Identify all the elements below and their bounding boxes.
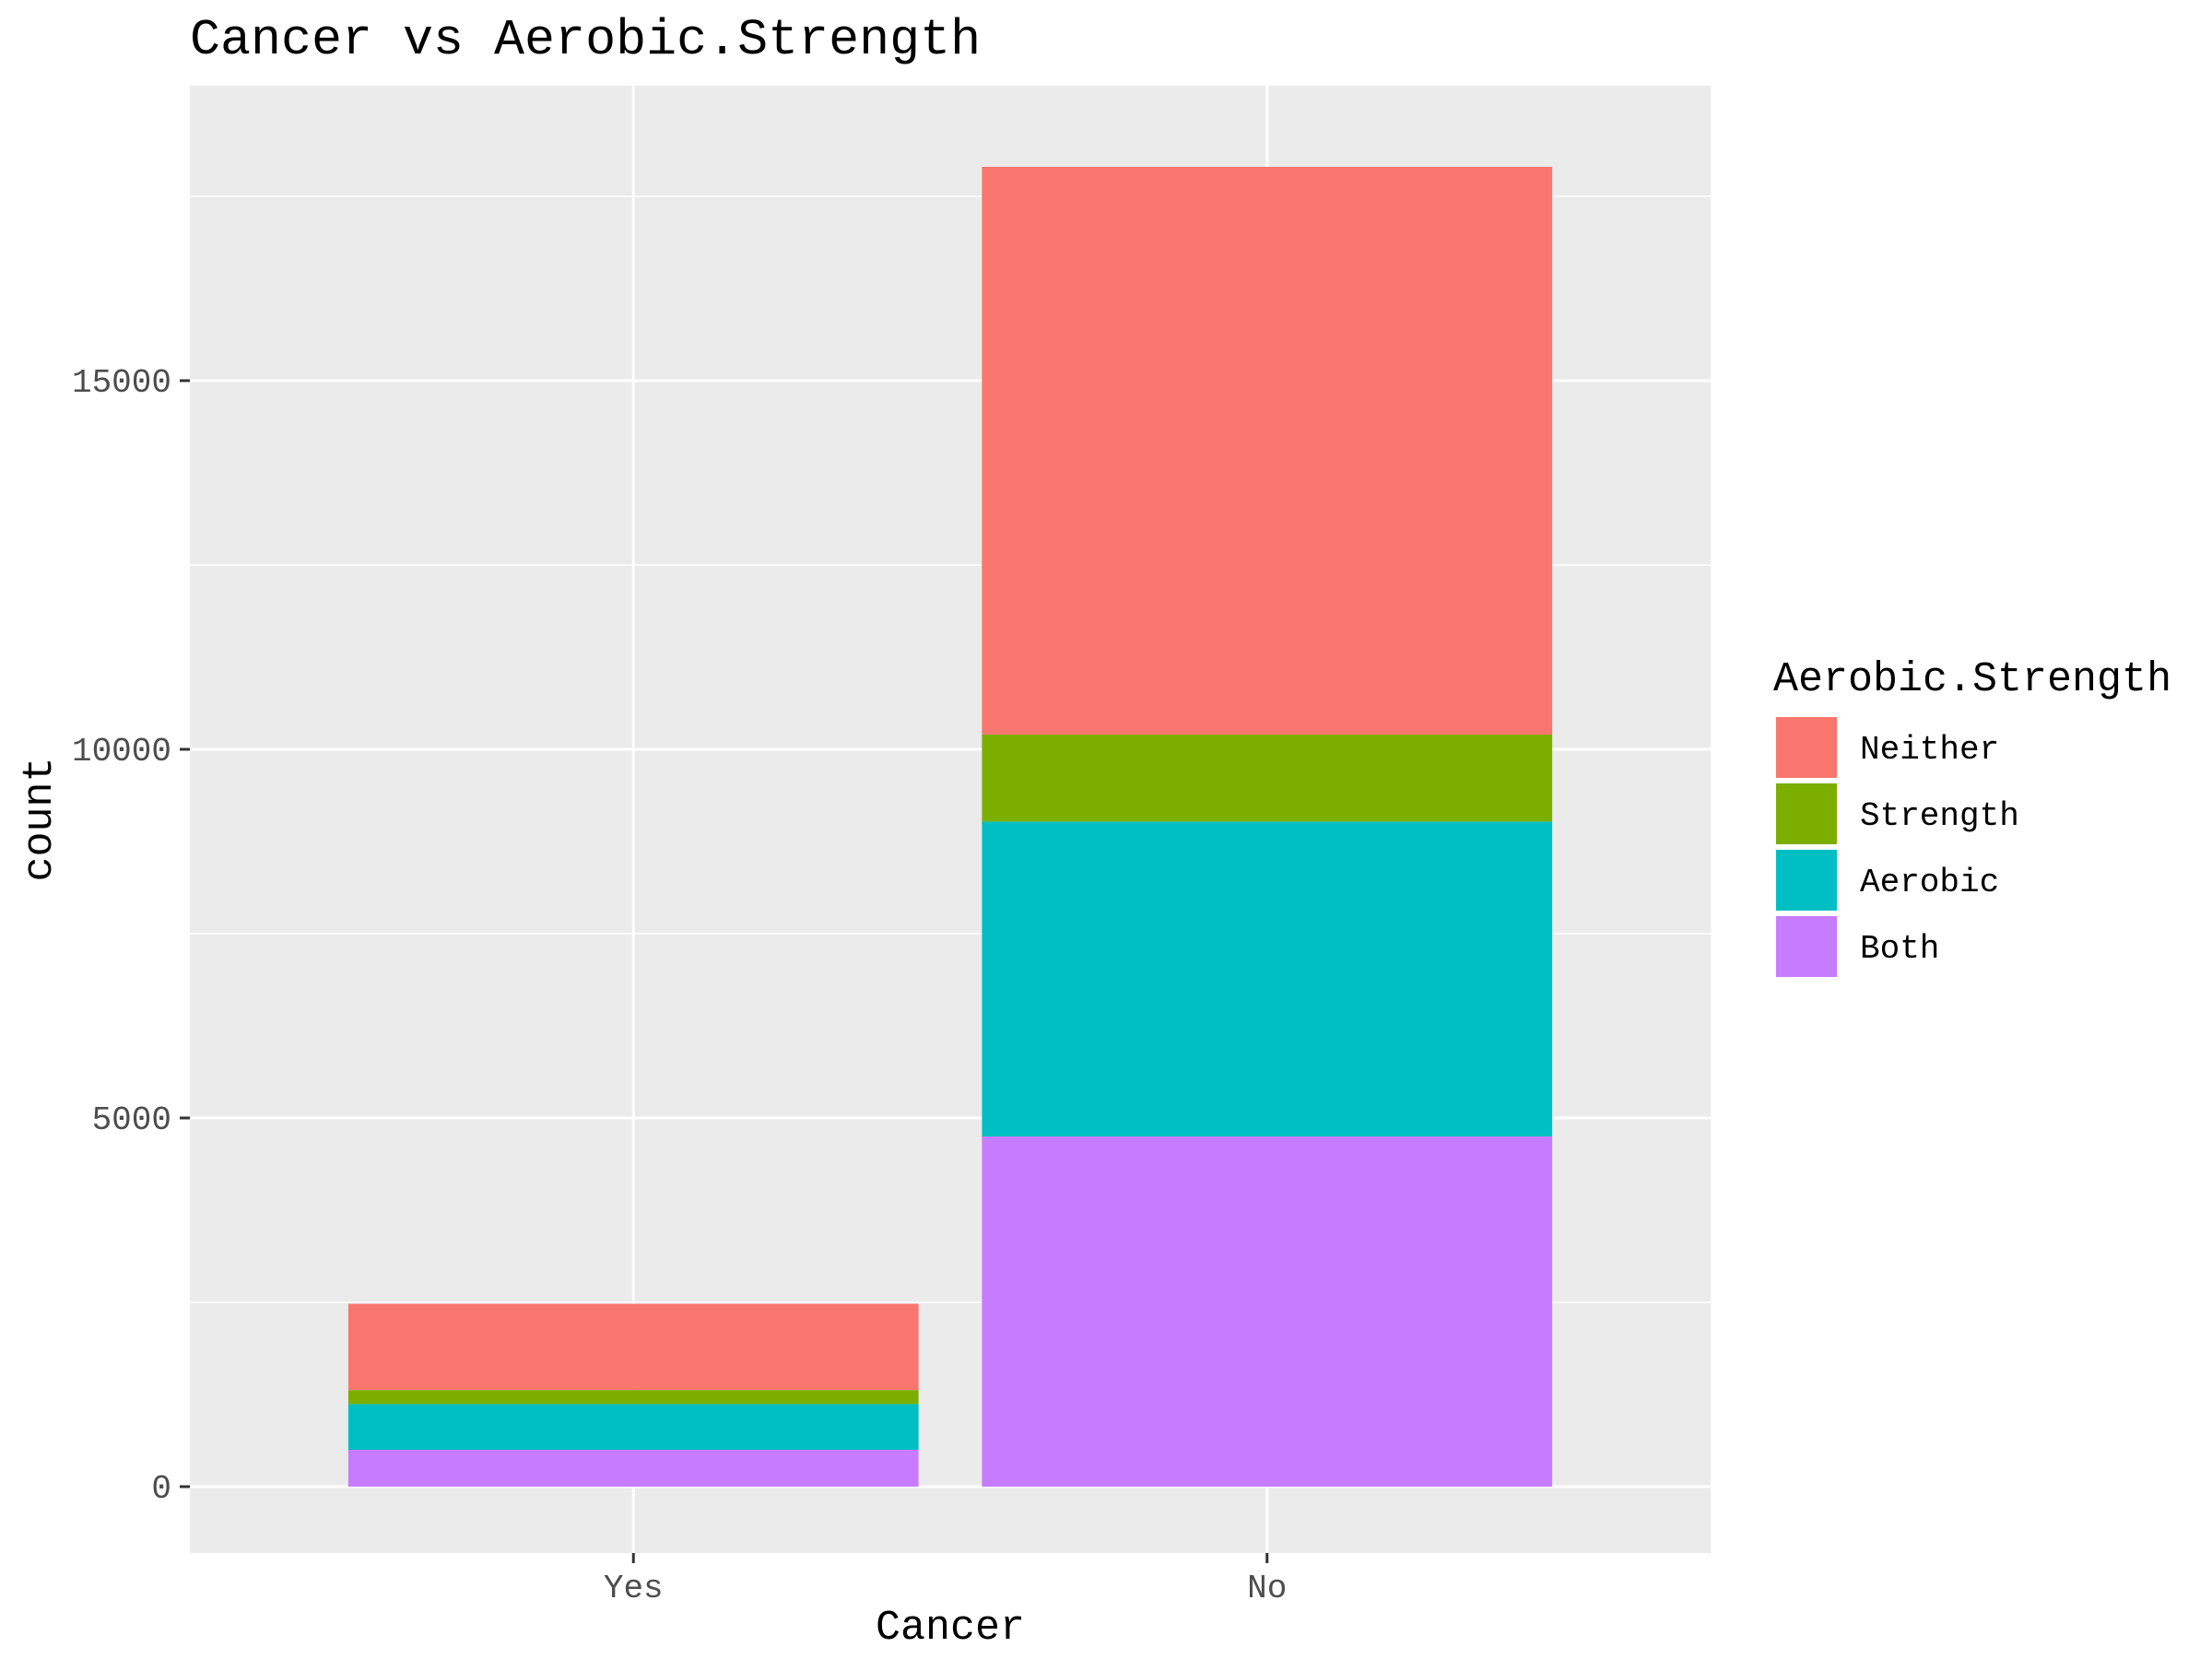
x-tick-label: No <box>1247 1570 1287 1607</box>
bar-yes-both <box>347 1450 919 1487</box>
legend-key-aerobic <box>1774 848 1839 912</box>
legend-label-strength: Strength <box>1860 797 2019 835</box>
y-tick-label: 10000 <box>72 733 171 771</box>
bar-yes-neither <box>347 1303 919 1391</box>
x-axis-title: Cancer <box>876 1605 1025 1652</box>
y-tick-label: 15000 <box>72 364 171 402</box>
bar-no-strength <box>982 735 1553 822</box>
chart-title: Cancer vs Aerobic.Strength <box>190 11 981 69</box>
y-axis-title: count <box>17 757 64 881</box>
legend-key-neither <box>1774 715 1839 780</box>
legend-key-strength <box>1774 782 1839 846</box>
legend-label-neither: Neither <box>1860 731 1999 769</box>
bars <box>347 167 1553 1487</box>
axes: 0 5000 10000 15000 Yes No <box>72 364 1287 1607</box>
bar-yes-strength <box>347 1390 919 1405</box>
bar-no-both <box>982 1136 1553 1487</box>
legend: Aerobic.Strength Neither Strength Aerobic B… <box>1773 656 2171 979</box>
bar-no-aerobic <box>982 821 1553 1136</box>
legend-key-both <box>1774 914 1839 979</box>
legend-label-aerobic: Aerobic <box>1860 864 1999 901</box>
y-tick-label: 0 <box>151 1470 171 1508</box>
bar-yes-aerobic <box>347 1404 919 1450</box>
x-tick-label: Yes <box>604 1570 664 1607</box>
legend-title: Aerobic.Strength <box>1773 656 2171 703</box>
legend-label-both: Both <box>1860 930 1939 968</box>
bar-no-neither <box>982 167 1553 735</box>
y-tick-label: 5000 <box>92 1101 171 1139</box>
